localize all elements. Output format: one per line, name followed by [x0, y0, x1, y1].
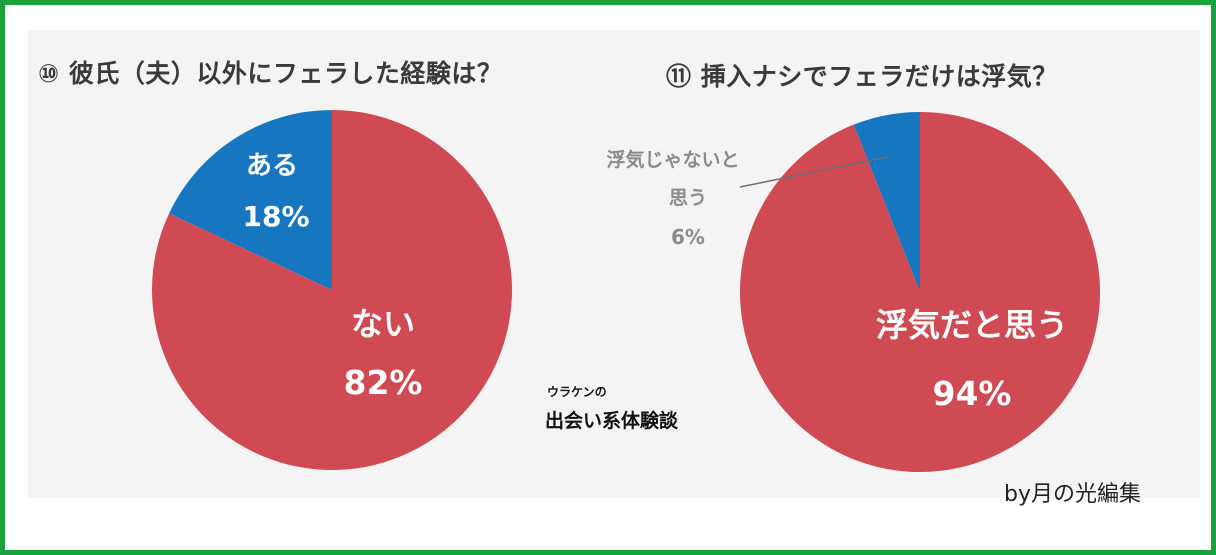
pie-0-value-0: 18% — [242, 200, 309, 233]
pie-0-value-1: 82% — [344, 363, 423, 402]
pie-0-slice-1 — [152, 110, 512, 470]
pie-0-slice-0 — [169, 110, 332, 290]
pie-1-value-0: 6% — [671, 225, 705, 249]
site-logo: ウラケンの 出会い系体験談 — [545, 383, 678, 433]
credit-text: by月の光編集 — [1004, 482, 1141, 507]
pie-1-label-0-line-0: 浮気じゃないと — [606, 148, 739, 171]
chart-title-11: ⑪ 挿入ナシでフェラだけは浮気？ — [666, 62, 1058, 91]
pie-1-label-1: 浮気だと思う — [876, 306, 1068, 344]
pie-1-label-0-line-1: 思う — [669, 187, 707, 209]
chart-title-10: ⑩ 彼氏（夫）以外にフェラした経験は？ — [38, 59, 503, 88]
pie-0-label-0: ある — [246, 151, 298, 181]
pie-1-leader-line — [739, 156, 889, 188]
pie-0-label-1: ない — [351, 305, 415, 343]
site-logo-small: ウラケンの — [547, 385, 607, 399]
site-logo-big: 出会い系体験談 — [545, 410, 679, 432]
pie-1-slice-1 — [740, 112, 1100, 472]
pie-1-slice-0 — [853, 112, 920, 292]
pie-1-value-1: 94% — [933, 374, 1012, 413]
